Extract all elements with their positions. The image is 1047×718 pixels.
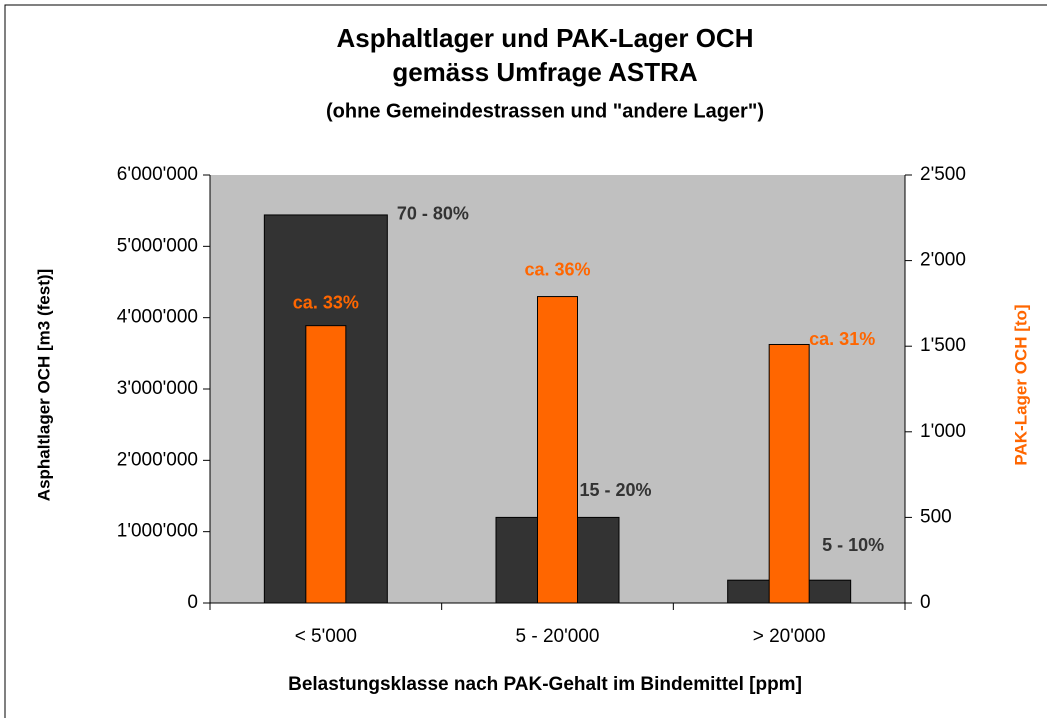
x-tick-label: < 5'000 — [295, 626, 357, 647]
chart-title: gemäss Umfrage ASTRA — [392, 57, 698, 87]
bar — [537, 296, 578, 604]
data-annotation: 70 - 80% — [397, 204, 469, 224]
data-annotation: 15 - 20% — [580, 480, 652, 500]
y2-tick-label: 1'000 — [920, 421, 966, 442]
data-annotation: ca. 36% — [524, 259, 590, 279]
y-tick-label: 0 — [187, 592, 198, 613]
y-tick-label: 4'000'000 — [117, 307, 198, 328]
x-tick-label: > 20'000 — [753, 626, 826, 647]
chart-title: Asphaltlager und PAK-Lager OCH — [336, 23, 753, 53]
y-tick-label: 3'000'000 — [117, 378, 198, 399]
y-tick-label: 5'000'000 — [117, 235, 198, 256]
y2-tick-label: 1'500 — [920, 335, 966, 356]
x-tick-label: 5 - 20'000 — [516, 626, 600, 647]
y2-tick-label: 2'000 — [920, 250, 966, 271]
y-axis-title: Asphaltlager OCH [m3 (fest)] — [34, 269, 53, 501]
y-tick-label: 1'000'000 — [117, 521, 198, 542]
chart-subtitle: (ohne Gemeindestrassen und "andere Lager… — [326, 100, 764, 122]
x-axis-title: Belastungsklasse nach PAK-Gehalt im Bind… — [288, 674, 802, 695]
bar — [305, 325, 347, 604]
y2-tick-label: 2'500 — [920, 164, 966, 185]
y2-axis-title: PAK-Lager OCH [to] — [1011, 304, 1030, 465]
y2-tick-label: 500 — [920, 506, 952, 527]
y2-tick-label: 0 — [920, 592, 931, 613]
chart-frame — [4, 4, 1047, 718]
bar — [768, 343, 810, 604]
data-annotation: 5 - 10% — [822, 535, 884, 555]
y-tick-label: 6'000'000 — [117, 164, 198, 185]
data-annotation: ca. 31% — [809, 329, 875, 349]
y-tick-label: 2'000'000 — [117, 449, 198, 470]
data-annotation: ca. 33% — [293, 292, 359, 312]
